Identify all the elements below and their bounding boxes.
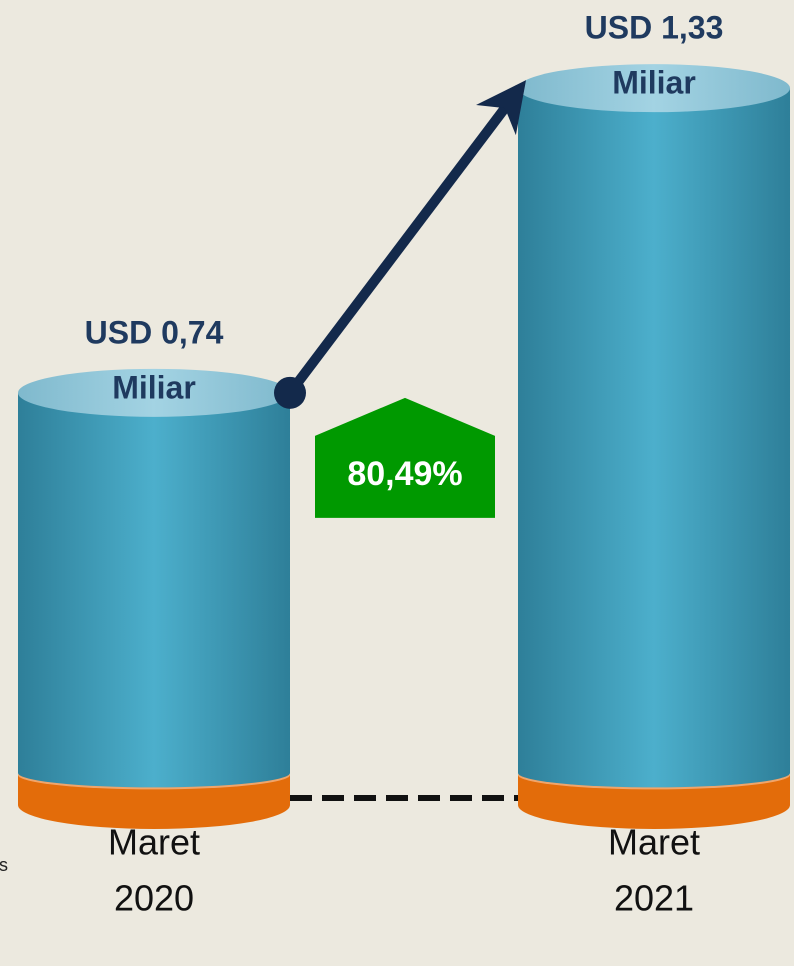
cylinder-top bbox=[18, 368, 290, 417]
value-label: Miliar bbox=[112, 369, 196, 405]
cylinder-base bbox=[18, 775, 290, 829]
arrow-dot bbox=[274, 376, 306, 409]
cylinder bbox=[18, 392, 290, 788]
value-label: USD 0,74 bbox=[85, 314, 224, 350]
value-label: Miliar bbox=[612, 65, 696, 101]
cylinder-base bbox=[518, 775, 790, 829]
side-note: us bbox=[0, 855, 8, 875]
x-tick-label: 2021 bbox=[614, 878, 694, 919]
value-label: USD 1,33 bbox=[585, 10, 724, 46]
growth-badge bbox=[315, 397, 495, 518]
growth-arrow bbox=[286, 80, 527, 396]
x-tick-label: Maret bbox=[608, 822, 700, 863]
x-tick-label: 2020 bbox=[114, 878, 194, 919]
growth-label: 80,49% bbox=[347, 455, 462, 493]
x-tick-label: Maret bbox=[108, 822, 200, 863]
cylinder-top bbox=[518, 64, 790, 113]
cylinder bbox=[518, 88, 790, 788]
